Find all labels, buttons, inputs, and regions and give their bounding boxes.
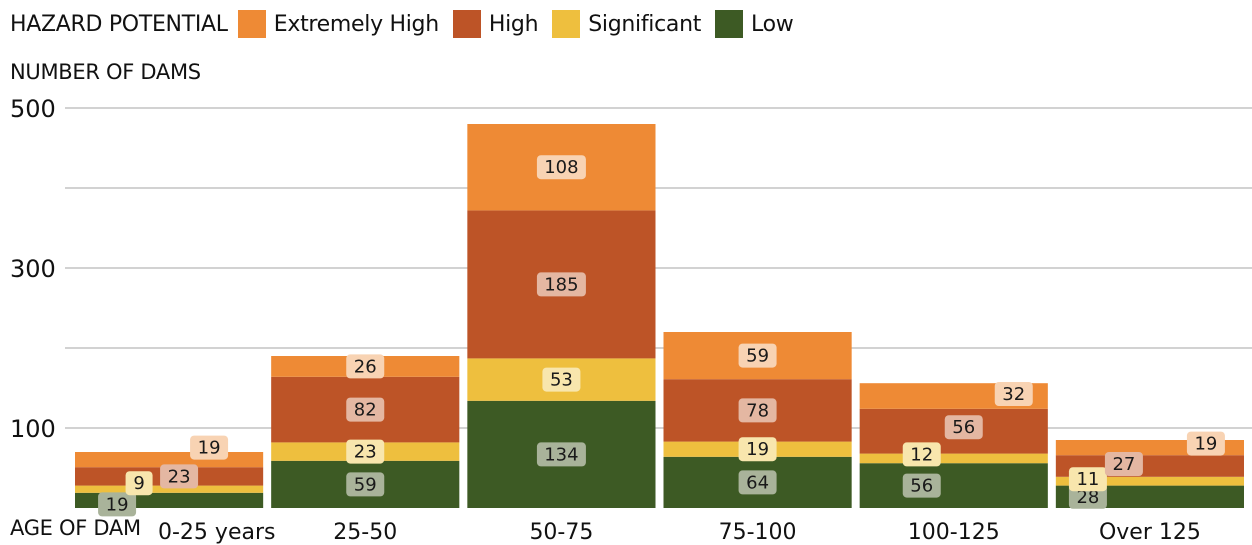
data-label-bg xyxy=(346,354,385,379)
x-axis-title: AGE OF DAM xyxy=(10,516,141,540)
data-label: 59 xyxy=(746,346,769,367)
data-label: 56 xyxy=(952,417,975,438)
legend-swatch-significant xyxy=(552,10,581,38)
data-label: 19 xyxy=(106,494,129,515)
data-label: 9 xyxy=(133,473,144,494)
data-label-bg xyxy=(190,435,229,460)
legend-label-extremely-high: Extremely High xyxy=(273,11,439,37)
data-label: 28 xyxy=(1076,487,1099,508)
x-tick-label: 25-50 xyxy=(333,520,397,545)
legend-swatch-extremely-high xyxy=(237,10,266,38)
data-label: 59 xyxy=(354,474,377,495)
data-label-bg xyxy=(536,155,586,180)
data-label-bg xyxy=(902,442,941,467)
data-label-bg xyxy=(542,367,581,392)
data-label: 23 xyxy=(354,442,377,463)
data-label-bg xyxy=(98,492,137,517)
legend-label-significant: Significant xyxy=(588,11,702,37)
y-axis-title: NUMBER OF DAMS xyxy=(10,60,201,84)
data-label: 19 xyxy=(1194,434,1217,455)
data-label: 27 xyxy=(1112,454,1135,475)
data-label: 108 xyxy=(544,157,578,178)
data-label-bg xyxy=(346,397,385,422)
legend-swatch-high xyxy=(452,10,481,38)
data-label-bg xyxy=(738,470,777,495)
data-label: 56 xyxy=(910,476,933,497)
x-tick-label: Over 125 xyxy=(1099,520,1201,545)
x-tick-label: 75-100 xyxy=(719,520,797,545)
data-label: 12 xyxy=(910,444,933,465)
y-tick-label: 100 xyxy=(10,415,56,443)
data-label: 32 xyxy=(1002,384,1025,405)
legend-item-significant: Significant xyxy=(552,10,701,38)
data-label: 19 xyxy=(746,439,769,460)
legend-item-extremely-high: Extremely High xyxy=(237,10,439,38)
data-label-bg xyxy=(346,472,385,497)
data-label: 64 xyxy=(746,472,769,493)
data-label-bg xyxy=(738,398,777,423)
data-label-bg xyxy=(536,442,586,467)
data-label-bg xyxy=(1104,452,1143,476)
data-label-bg xyxy=(944,415,983,440)
legend-item-low: Low xyxy=(715,10,794,38)
data-label: 11 xyxy=(1076,469,1099,490)
data-label-bg xyxy=(994,382,1033,406)
data-label: 19 xyxy=(198,438,221,459)
data-label-bg xyxy=(346,439,385,464)
legend-item-high: High xyxy=(452,10,539,38)
data-label: 78 xyxy=(746,400,769,421)
data-label-bg xyxy=(1068,467,1107,492)
bar-segment xyxy=(859,453,1048,464)
x-tick-label: 0-25 years xyxy=(158,520,275,545)
legend-swatch-low xyxy=(715,10,744,38)
data-label: 26 xyxy=(354,356,377,377)
x-tick-label: 50-75 xyxy=(529,520,593,545)
data-label: 185 xyxy=(544,274,578,295)
bar-segment xyxy=(1055,476,1244,486)
x-tick-label: 100-125 xyxy=(908,520,1000,545)
data-label-bg xyxy=(738,343,777,368)
legend-label-low: Low xyxy=(751,11,794,37)
y-tick-label: 500 xyxy=(10,95,56,123)
data-label-bg xyxy=(1186,431,1225,456)
data-label: 23 xyxy=(168,466,191,487)
data-label-bg xyxy=(536,272,586,297)
data-label-bg xyxy=(160,464,199,489)
legend: HAZARD POTENTIAL Extremely High High Sig… xyxy=(10,8,807,40)
bar-segment xyxy=(75,485,264,493)
data-label-bg xyxy=(902,473,941,498)
data-label: 53 xyxy=(550,370,573,391)
data-label-bg xyxy=(738,437,777,462)
data-label: 82 xyxy=(354,400,377,421)
y-tick-label: 300 xyxy=(10,255,56,283)
data-label: 134 xyxy=(544,444,578,465)
legend-title: HAZARD POTENTIAL xyxy=(10,11,228,37)
legend-label-high: High xyxy=(488,11,539,37)
bar-segment xyxy=(859,463,1048,508)
data-label-bg xyxy=(125,471,153,496)
